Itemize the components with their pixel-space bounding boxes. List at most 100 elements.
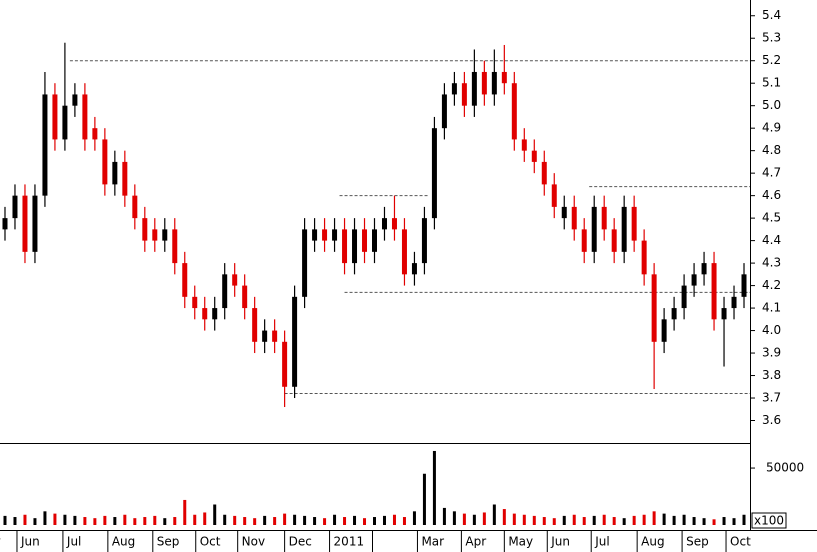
volume-bar xyxy=(432,450,436,525)
y-tick-label: 3.9 xyxy=(762,346,781,360)
y-tick-label: 4.9 xyxy=(762,121,781,135)
volume-bar xyxy=(652,511,656,525)
volume-bar xyxy=(742,514,746,525)
candle-body xyxy=(112,161,118,185)
candle-body xyxy=(222,274,228,309)
candle-body xyxy=(132,195,138,219)
x-tick-label: Mar xyxy=(421,535,444,549)
candle-body xyxy=(561,206,567,219)
volume-bar xyxy=(472,514,476,525)
volume-bar xyxy=(512,513,516,525)
candle-body xyxy=(202,308,208,320)
candle-body xyxy=(671,308,677,320)
volume-tick-label: 50000 xyxy=(766,461,804,475)
x-tick-label: Nov xyxy=(242,535,265,549)
candle-body xyxy=(631,206,637,241)
y-tick-label: 3.7 xyxy=(762,391,781,405)
candle-body xyxy=(391,218,397,230)
x-tick-label: 2011 xyxy=(334,535,365,549)
volume-bar xyxy=(712,519,716,525)
volume-bar xyxy=(273,517,277,525)
volume-bar xyxy=(642,514,646,525)
candle-body xyxy=(481,71,487,95)
volume-bar xyxy=(93,518,97,525)
volume-bar xyxy=(722,517,726,525)
x-tick-label: Dec xyxy=(289,535,312,549)
y-tick-label: 5.4 xyxy=(762,8,781,22)
volume-bar xyxy=(672,515,676,525)
volume-bar xyxy=(293,514,297,525)
candle-body xyxy=(332,229,338,241)
volume-bar xyxy=(552,518,556,525)
candle-body xyxy=(461,83,467,106)
volume-bar xyxy=(692,517,696,525)
candle-body xyxy=(262,330,268,342)
candle-body xyxy=(531,150,537,162)
y-tick-label: 3.6 xyxy=(762,413,781,427)
y-tick-label: 5.3 xyxy=(762,31,781,45)
candle-body xyxy=(272,330,278,342)
volume-bar xyxy=(143,517,147,525)
x-tick-label: Jul xyxy=(594,535,609,549)
candle-body xyxy=(521,139,527,151)
volume-bar xyxy=(223,514,227,525)
volume-bar xyxy=(3,515,7,525)
candle-body xyxy=(302,229,308,297)
volume-bar xyxy=(83,517,87,525)
volume-bar xyxy=(632,515,636,525)
candle-body xyxy=(431,128,437,219)
volume-bar xyxy=(662,513,666,525)
volume-bar xyxy=(313,517,317,525)
volume-bar xyxy=(323,518,327,525)
volume-bar xyxy=(203,512,207,525)
volume-bar xyxy=(542,517,546,525)
candle-body xyxy=(282,341,288,387)
volume-bar xyxy=(732,518,736,525)
candle-body xyxy=(2,218,8,230)
x-tick-label: Aug xyxy=(641,535,664,549)
candle-body xyxy=(362,229,368,252)
volume-bar xyxy=(43,511,47,525)
volume-bar xyxy=(133,518,137,525)
candle-body xyxy=(322,229,328,241)
candle-body xyxy=(172,229,178,264)
candle-body xyxy=(541,161,547,185)
candle-body xyxy=(511,83,517,140)
volume-bar xyxy=(402,517,406,525)
y-tick-label: 5.2 xyxy=(762,53,781,67)
volume-bar xyxy=(492,504,496,525)
candle-body xyxy=(501,71,507,84)
x-tick-label: Aug xyxy=(112,535,135,549)
y-tick-label: 3.8 xyxy=(762,368,781,382)
candle-body xyxy=(571,206,577,230)
candle-body xyxy=(342,229,348,264)
candle-body xyxy=(192,296,198,309)
candle-body xyxy=(72,94,78,106)
volume-bar xyxy=(63,514,67,525)
candle-body xyxy=(651,274,657,342)
volume-bar xyxy=(502,509,506,525)
candle-body xyxy=(621,206,627,252)
candle-body xyxy=(691,274,697,286)
candle-body xyxy=(641,240,647,275)
volume-bar xyxy=(23,514,27,525)
x-tick-label: Sep xyxy=(157,535,180,549)
candle-body xyxy=(741,274,747,297)
volume-bar xyxy=(163,518,167,525)
volume-bar xyxy=(243,517,247,525)
volume-bar xyxy=(73,515,77,525)
volume-bar xyxy=(622,518,626,525)
volume-bar xyxy=(462,513,466,525)
volume-bar xyxy=(592,515,596,525)
candle-body xyxy=(661,319,667,342)
volume-bar xyxy=(442,507,446,525)
volume-bar xyxy=(253,518,257,525)
volume-bar xyxy=(353,515,357,525)
candle-body xyxy=(82,94,88,140)
candle-body xyxy=(581,229,587,252)
volume-bar xyxy=(173,517,177,525)
volume-bar xyxy=(582,517,586,525)
candle-body xyxy=(611,229,617,252)
candle-body xyxy=(182,263,188,297)
